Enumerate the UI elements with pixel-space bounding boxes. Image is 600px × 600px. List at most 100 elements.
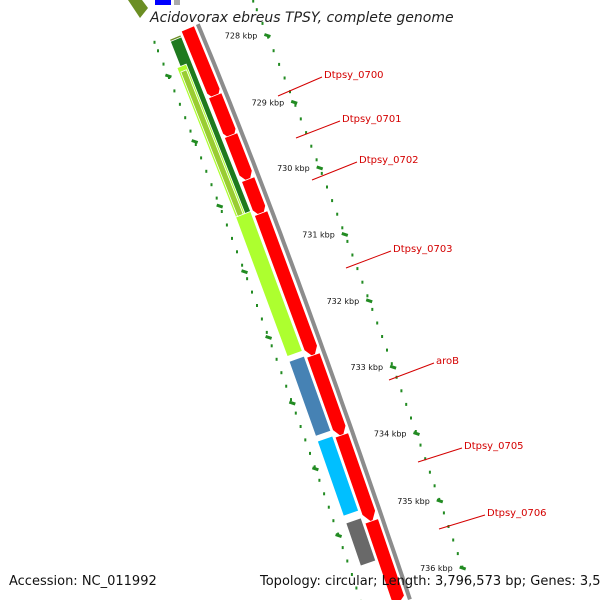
tick-dot xyxy=(428,470,431,474)
major-tick xyxy=(241,269,248,275)
tick-dot xyxy=(252,0,255,3)
tick-dot xyxy=(162,62,165,66)
tick-dot xyxy=(414,430,417,433)
cds-arrow xyxy=(306,352,347,439)
tick-dot xyxy=(157,49,159,53)
tick-dot xyxy=(285,384,288,388)
tick-dot xyxy=(442,511,445,515)
tick-dot xyxy=(299,117,302,121)
leader-line xyxy=(388,362,435,381)
gene-block xyxy=(345,517,377,567)
kbp-label: 735 kbp xyxy=(397,497,430,506)
kbp-label: 734 kbp xyxy=(374,430,407,439)
gene-label: Dtpsy_0701 xyxy=(342,114,402,125)
top-features xyxy=(128,0,180,18)
tick-dot xyxy=(299,425,302,428)
tick-dot xyxy=(315,158,318,162)
olive-arrow-fragment xyxy=(128,0,148,18)
tick-dot xyxy=(310,144,313,148)
blue-gene-fragment xyxy=(155,0,171,5)
tick-dot xyxy=(356,267,359,271)
tick-dot xyxy=(280,371,283,375)
major-tick xyxy=(316,165,324,171)
tick-dot xyxy=(260,317,263,321)
gene-labels: Dtpsy_0700 Dtpsy_0701 Dtpsy_0702 Dtpsy_0703… xyxy=(277,70,547,530)
backbone-group xyxy=(195,23,412,600)
gene-highlight xyxy=(180,69,244,217)
major-tick xyxy=(288,400,296,406)
tick-dot xyxy=(323,492,326,496)
leader-line xyxy=(311,161,358,181)
tick-dot xyxy=(318,478,321,482)
tick-dot xyxy=(294,411,297,415)
tick-dot xyxy=(390,362,393,366)
tick-dot xyxy=(386,348,388,352)
tick-dot xyxy=(456,552,459,556)
tick-dot xyxy=(305,131,308,135)
cds-arrow xyxy=(223,132,253,184)
tick-dot xyxy=(419,443,422,447)
tick-dot xyxy=(200,156,203,160)
major-tick xyxy=(311,466,319,472)
tick-dot xyxy=(331,199,334,203)
tick-dot xyxy=(336,212,339,216)
major-tick xyxy=(389,364,397,370)
tick-dot xyxy=(381,335,384,338)
tick-dot xyxy=(275,357,278,361)
major-tick xyxy=(164,73,172,79)
tick-dot xyxy=(326,185,328,189)
tick-dot xyxy=(355,586,358,590)
tick-dot xyxy=(283,76,286,80)
tick-dot xyxy=(424,457,427,461)
tick-dot xyxy=(410,416,412,420)
tick-dot xyxy=(289,90,291,94)
tick-dot xyxy=(346,559,349,563)
gene-label: Dtpsy_0706 xyxy=(487,508,547,519)
tick-dot xyxy=(210,183,213,187)
gene-label: Dtpsy_0703 xyxy=(393,244,453,255)
scale-labels: 728 kbp 729 kbp 730 kbp 731 kbp 732 kbp 733 k… xyxy=(164,32,467,600)
tick-dot xyxy=(376,321,379,325)
leader-line xyxy=(345,250,392,269)
gene-label: aroB xyxy=(436,356,459,367)
tick-dot xyxy=(270,344,273,348)
tick-dot xyxy=(433,484,436,488)
tick-dot xyxy=(220,210,223,213)
tick-dot xyxy=(327,505,330,509)
kbp-label: 731 kbp xyxy=(302,230,335,239)
tick-dot xyxy=(246,277,249,281)
tick-dot xyxy=(350,573,353,576)
tick-dot xyxy=(290,398,292,402)
cds-arrow xyxy=(334,432,376,524)
map-title: Acidovorax ebreus TPSY, complete genome xyxy=(150,10,454,26)
accession-text: Accession: NC_011992 xyxy=(9,574,157,589)
tick-dot xyxy=(341,546,344,550)
tick-dot xyxy=(366,294,369,298)
cds-arrow xyxy=(364,518,405,600)
tick-dot xyxy=(278,62,281,66)
backbone-line xyxy=(195,23,412,600)
leader-line xyxy=(417,447,463,463)
leader-line xyxy=(438,514,486,530)
tick-dot xyxy=(236,250,238,254)
tick-dot xyxy=(320,171,323,175)
leader-line xyxy=(277,76,323,97)
tick-dot xyxy=(189,129,192,133)
major-tick xyxy=(436,498,444,504)
tick-dot xyxy=(351,253,354,257)
tick-dot xyxy=(400,389,403,393)
tick-dot xyxy=(178,102,181,106)
major-tick xyxy=(459,565,467,571)
tick-dot xyxy=(405,402,408,406)
gene-label: Dtpsy_0702 xyxy=(359,155,419,166)
tick-dot xyxy=(265,330,268,334)
major-tick xyxy=(413,431,420,437)
tick-dot xyxy=(332,519,335,523)
kbp-label: 728 kbp xyxy=(225,32,258,41)
tick-dot xyxy=(184,116,187,120)
grey-fragment xyxy=(174,0,180,5)
tick-dot xyxy=(313,465,316,469)
kbp-label: 730 kbp xyxy=(277,164,310,173)
tick-dot xyxy=(241,263,244,267)
